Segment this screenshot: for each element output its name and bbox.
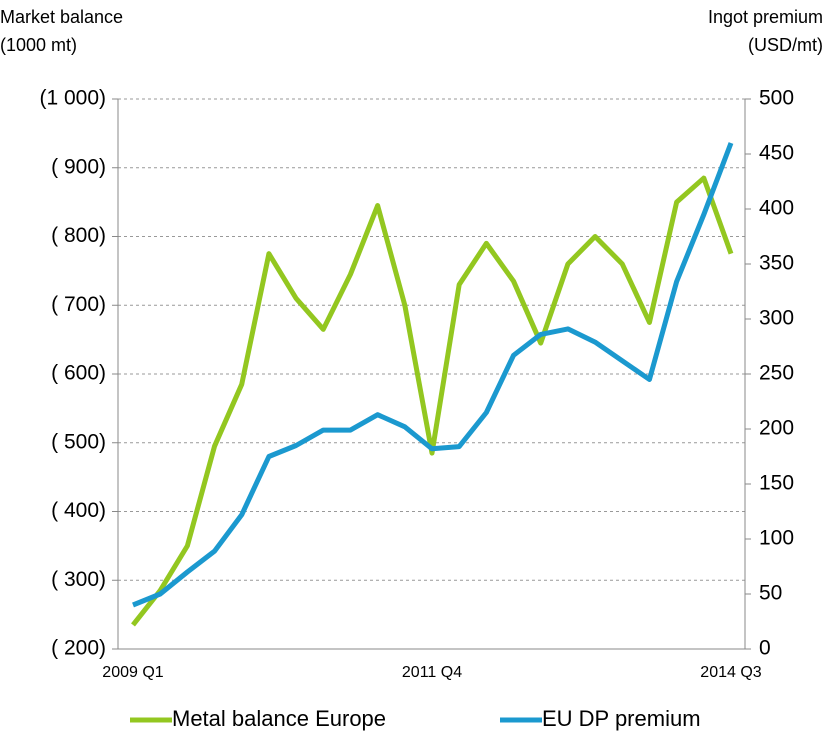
x-tick-label: 2011 Q4 (402, 664, 462, 681)
y-tick-label: (1 000) (39, 87, 106, 110)
y-axis-title: Market balance (0, 7, 123, 27)
y2-axis-title: Ingot premium (708, 7, 823, 27)
line (132, 142, 734, 608)
y2-axis-title: (USD/mt) (748, 35, 823, 55)
y2-tick-label: 250 (759, 362, 794, 385)
y-axis-title: (1000 mt) (0, 35, 77, 55)
y-tick-label: ( 300) (51, 568, 106, 591)
y-tick-label: ( 600) (51, 362, 106, 385)
x-tick-label: 2014 Q3 (700, 664, 761, 681)
line (131, 175, 734, 627)
y2-tick-label: 400 (759, 197, 794, 220)
y-tick-label: ( 400) (51, 499, 106, 522)
y2-tick-label: 300 (759, 307, 794, 330)
y2-tick-label: 500 (759, 87, 794, 110)
y2-tick-label: 0 (759, 637, 771, 660)
y2-tick-label: 50 (759, 582, 782, 605)
y-tick-label: ( 500) (51, 430, 106, 453)
x-tick-label: 2009 Q1 (102, 664, 163, 681)
y2-tick-label: 100 (759, 527, 794, 550)
legend-label: EU DP premium (542, 706, 701, 731)
y2-tick-label: 450 (759, 142, 794, 165)
y-tick-label: ( 900) (51, 155, 106, 178)
y-tick-label: ( 700) (51, 293, 106, 316)
y2-tick-label: 150 (759, 472, 794, 495)
legend-label: Metal balance Europe (172, 706, 386, 731)
y2-tick-label: 350 (759, 252, 794, 275)
y2-tick-label: 200 (759, 417, 794, 440)
y-tick-label: ( 200) (51, 637, 106, 660)
y-tick-label: ( 800) (51, 224, 106, 247)
